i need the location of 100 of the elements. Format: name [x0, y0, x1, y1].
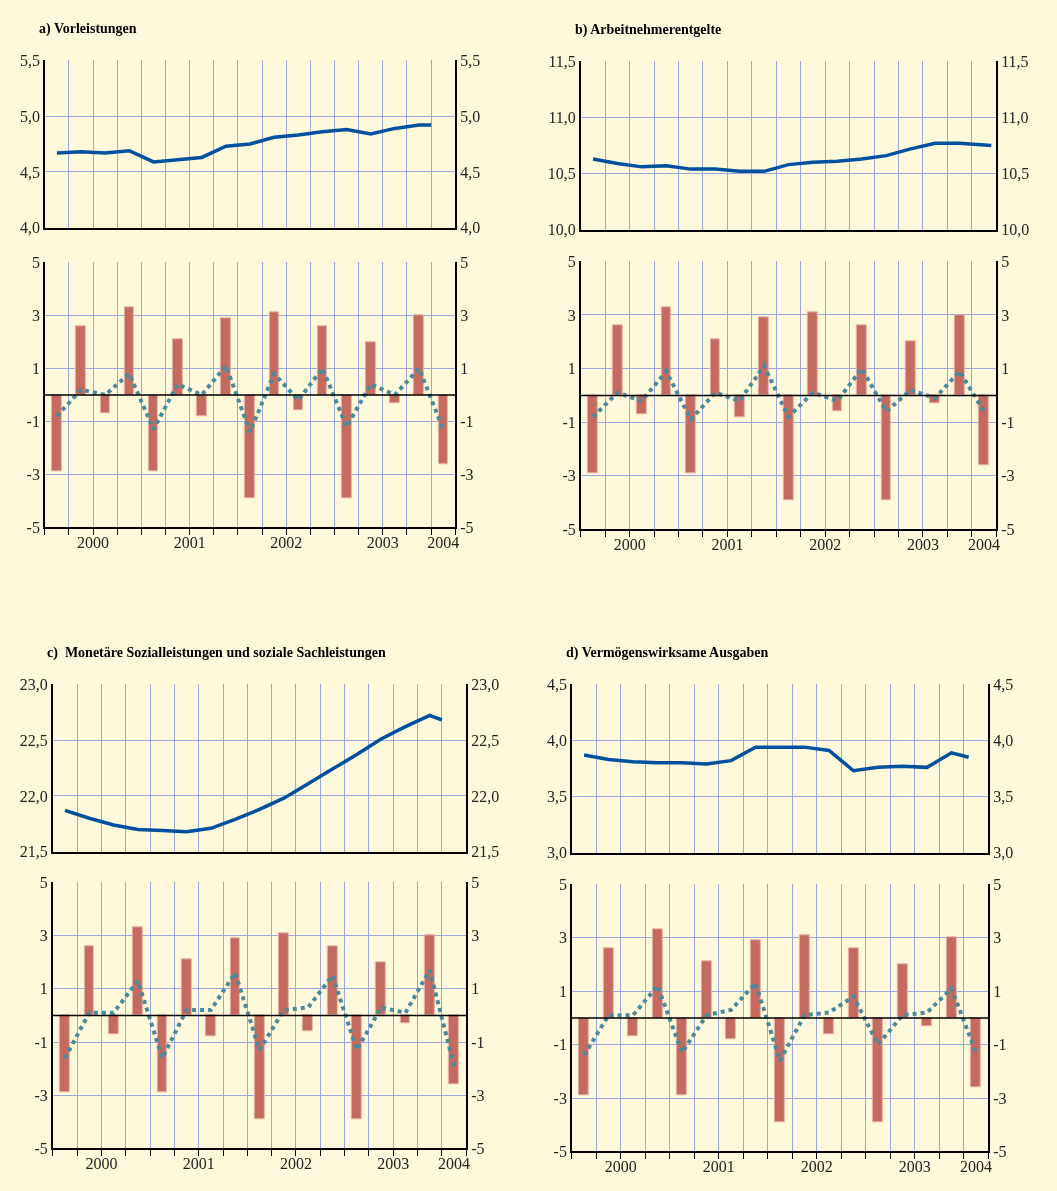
bar — [577, 1017, 589, 1096]
y-tick-label: -5 — [34, 1140, 48, 1158]
x-tick-label: 2001 — [702, 1158, 735, 1176]
x-tick-label: 2004 — [967, 536, 1000, 554]
bar — [847, 947, 859, 1019]
chart-title: d) Vermögenswirksame Ausgaben — [566, 645, 769, 661]
y2-tick-label: -5 — [993, 1143, 1007, 1161]
line-series — [55, 123, 433, 164]
y-tick-label: 5 — [31, 253, 40, 271]
y-tick-label: 1 — [567, 360, 576, 378]
y-tick-label: 23,0 — [19, 675, 48, 693]
bar — [855, 324, 867, 396]
bar — [50, 394, 62, 472]
y-tick-label: -5 — [562, 521, 576, 539]
y-tick-label: 1 — [558, 982, 567, 1000]
bar — [253, 1014, 265, 1120]
bar — [782, 394, 794, 501]
x-tick-label: 2004 — [438, 1155, 471, 1173]
bar — [58, 1014, 70, 1093]
y2-tick-label: 5,5 — [460, 51, 481, 69]
x-tick-label: 2002 — [279, 1155, 312, 1173]
y-tick-label: -3 — [562, 467, 576, 485]
bar — [131, 926, 143, 1016]
y2-tick-label: 5,0 — [460, 107, 481, 125]
y-tick-label: 4,5 — [19, 163, 40, 181]
y2-tick-label: 3 — [471, 927, 480, 945]
y-tick-label: 1 — [39, 980, 48, 998]
bar — [880, 394, 891, 501]
y2-tick-label: 1 — [993, 982, 1002, 1000]
y-tick-label: 3 — [558, 929, 567, 947]
x-tick-label: 2003 — [898, 1158, 931, 1176]
line-series — [591, 363, 986, 422]
bar — [107, 1014, 119, 1035]
bar — [700, 960, 712, 1019]
bar — [806, 311, 818, 396]
y2-tick-label: -3 — [1001, 467, 1015, 485]
x-tick-label: 2002 — [809, 536, 842, 554]
bar — [586, 394, 598, 474]
bar — [675, 1017, 687, 1096]
x-tick-label: 2000 — [77, 534, 110, 552]
y2-tick-label: 4,5 — [993, 675, 1014, 693]
x-tick-label: 2003 — [906, 536, 939, 554]
y2-tick-label: 22,0 — [471, 787, 500, 805]
y-tick-label: -1 — [34, 1033, 48, 1051]
bar — [773, 1017, 785, 1123]
bar — [195, 394, 207, 417]
y-tick-label: -3 — [34, 1086, 48, 1104]
y2-tick-label: 5 — [471, 873, 480, 891]
y2-tick-label: -3 — [460, 466, 474, 484]
y-tick-label: 22,0 — [19, 787, 48, 805]
bar — [268, 311, 279, 396]
y2-tick-label: -3 — [993, 1089, 1007, 1107]
y-tick-label: 5 — [567, 252, 576, 270]
y2-tick-label: 10,0 — [1001, 221, 1030, 239]
x-tick-label: 2000 — [613, 536, 646, 554]
y2-tick-label: 3,5 — [993, 788, 1014, 806]
y-tick-label: 5 — [558, 875, 567, 893]
y-tick-label: 5,5 — [19, 51, 40, 69]
bar — [219, 317, 231, 396]
bar — [896, 963, 908, 1019]
y-tick-label: 11,5 — [548, 52, 576, 70]
y-tick-label: 3,0 — [546, 844, 567, 862]
y-tick-label: 11,0 — [548, 109, 576, 127]
y2-tick-label: 23,0 — [471, 675, 500, 693]
bar — [171, 338, 183, 396]
line-series — [591, 141, 994, 174]
bar — [724, 1017, 736, 1040]
y-tick-label: 4,0 — [19, 219, 40, 237]
line-series — [63, 713, 444, 834]
line-series — [582, 981, 978, 1063]
bar — [147, 394, 158, 472]
bar — [123, 306, 134, 396]
bar — [660, 306, 671, 396]
y2-tick-label: -3 — [471, 1086, 485, 1104]
y2-tick-label: 5 — [1001, 252, 1010, 270]
bar — [749, 939, 761, 1019]
y2-tick-label: 1 — [471, 980, 480, 998]
bar — [953, 314, 965, 396]
bar — [74, 325, 86, 396]
bar — [602, 947, 614, 1019]
y2-tick-label: -5 — [1001, 521, 1015, 539]
bar — [316, 325, 327, 396]
x-tick-label: 2002 — [270, 534, 303, 552]
bar — [651, 928, 663, 1019]
y2-tick-label: -1 — [460, 413, 474, 431]
bar — [412, 314, 424, 396]
bar — [611, 324, 623, 396]
bar — [626, 1017, 638, 1037]
line-series — [62, 968, 457, 1068]
y-tick-label: 3 — [31, 306, 40, 324]
y-tick-label: -5 — [26, 519, 40, 537]
y-tick-label: 22,5 — [19, 731, 48, 749]
y2-tick-label: 4,0 — [993, 732, 1014, 749]
y-tick-label: 5 — [39, 873, 48, 891]
bar — [423, 934, 435, 1016]
y-tick-label: 10,5 — [547, 165, 576, 183]
y2-tick-label: 4,5 — [460, 163, 481, 181]
bar — [969, 1017, 981, 1088]
y2-tick-label: -5 — [460, 519, 474, 537]
x-tick-label: 2002 — [800, 1158, 833, 1176]
